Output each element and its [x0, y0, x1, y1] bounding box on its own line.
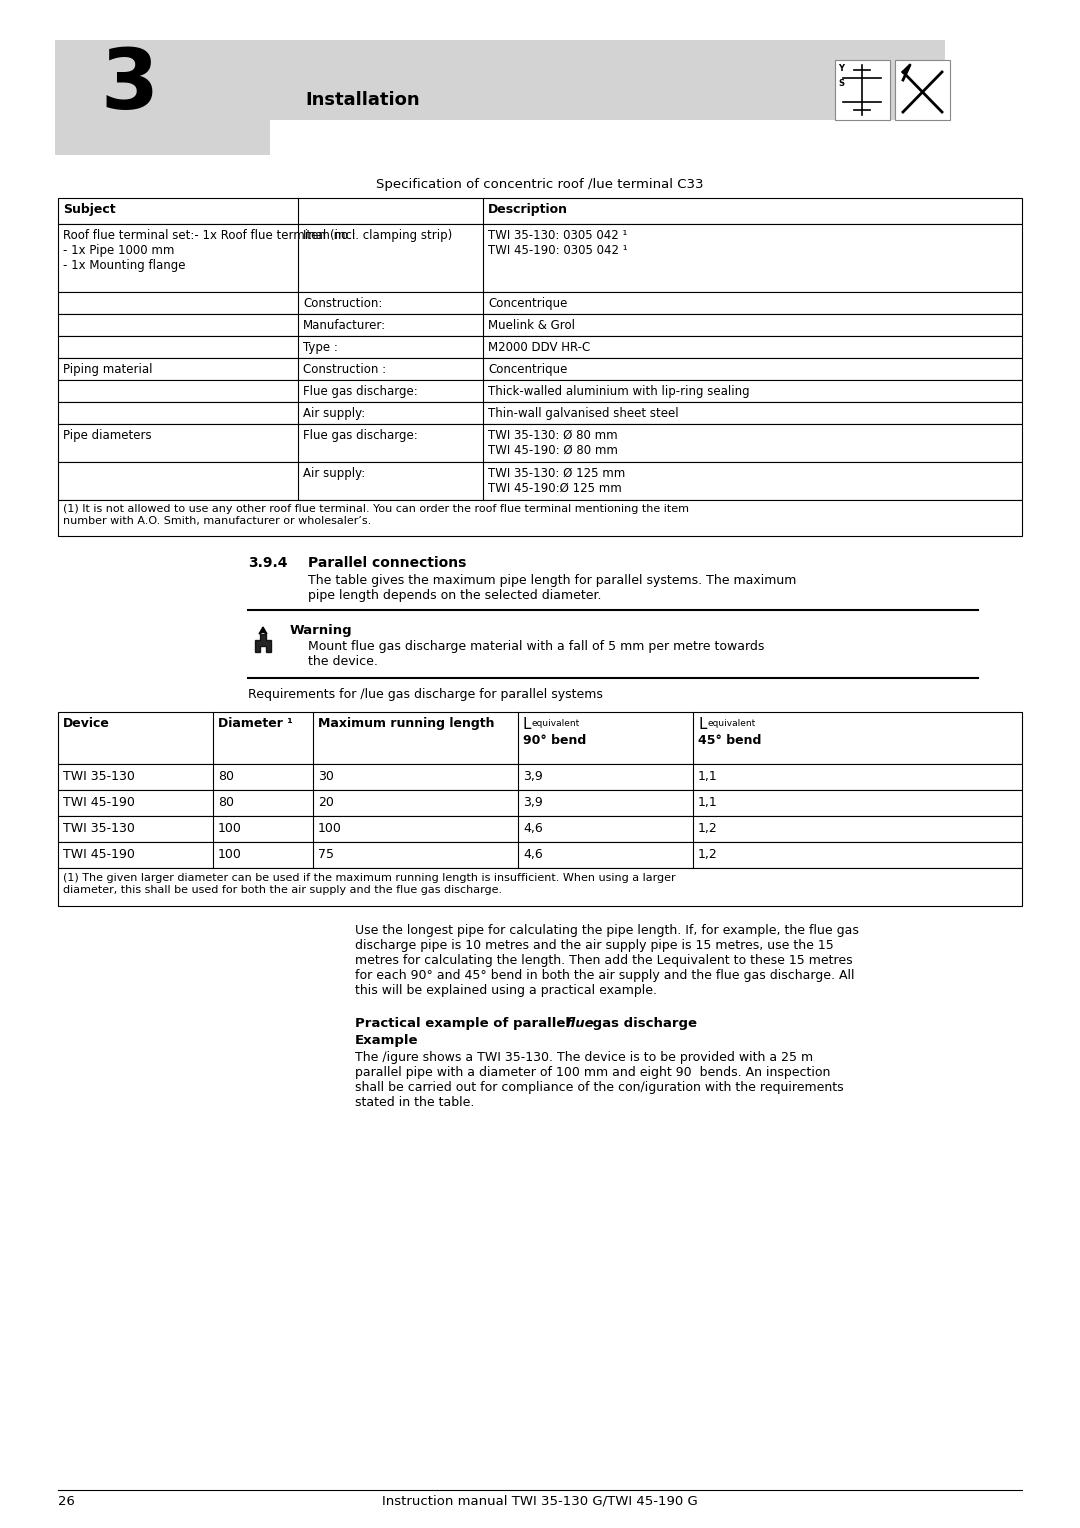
Text: 30: 30 — [318, 770, 334, 782]
Bar — [58, 199, 1022, 225]
Bar — [58, 292, 1022, 313]
Text: Y: Y — [838, 64, 843, 73]
Bar — [58, 790, 1022, 816]
Text: 3: 3 — [100, 44, 158, 125]
Text: Pipe diameters: Pipe diameters — [63, 429, 151, 442]
Text: Item no.:: Item no.: — [303, 229, 355, 241]
Text: 1,1: 1,1 — [698, 796, 718, 808]
Text: 3,9: 3,9 — [523, 770, 543, 782]
Text: equivalent: equivalent — [707, 720, 755, 727]
Text: Concentrique: Concentrique — [488, 364, 567, 376]
Text: 1,1: 1,1 — [698, 770, 718, 782]
Text: TWI 45-190: TWI 45-190 — [63, 796, 135, 808]
Bar — [58, 461, 1022, 500]
Text: 45° bend: 45° bend — [698, 733, 761, 747]
Text: The ∕igure shows a TWI 35-130. The device is to be provided with a 25 m
parallel: The ∕igure shows a TWI 35-130. The devic… — [355, 1051, 843, 1109]
Bar — [58, 868, 1022, 906]
Text: Construction :: Construction : — [303, 364, 387, 376]
Text: 80: 80 — [218, 796, 234, 808]
Text: 90° bend: 90° bend — [523, 733, 586, 747]
Text: TWI 35-130: TWI 35-130 — [63, 822, 135, 834]
Text: Installation: Installation — [305, 92, 420, 108]
Text: The table gives the maximum pipe length for parallel systems. The maximum
pipe l: The table gives the maximum pipe length … — [308, 575, 796, 602]
Text: Flue gas discharge:: Flue gas discharge: — [303, 385, 418, 397]
Text: Construction:: Construction: — [303, 296, 382, 310]
Text: TWI 35-130: Ø 80 mm
TWI 45-190: Ø 80 mm: TWI 35-130: Ø 80 mm TWI 45-190: Ø 80 mm — [488, 429, 618, 457]
Text: equivalent: equivalent — [532, 720, 580, 727]
Text: TWI 35-130: Ø 125 mm
TWI 45-190:Ø 125 mm: TWI 35-130: Ø 125 mm TWI 45-190:Ø 125 mm — [488, 468, 625, 495]
Bar — [835, 60, 890, 121]
Text: 4,6: 4,6 — [523, 848, 543, 860]
Text: Use the longest pipe for calculating the pipe length. If, for example, the flue : Use the longest pipe for calculating the… — [355, 924, 859, 996]
Text: Practical example of parallel: Practical example of parallel — [355, 1018, 575, 1030]
Bar — [58, 500, 1022, 536]
Text: S: S — [838, 79, 843, 89]
Text: (1) The given larger diameter can be used if the maximum running length is insuf: (1) The given larger diameter can be use… — [63, 872, 676, 894]
Text: (1) It is not allowed to use any other roof flue terminal. You can order the roo: (1) It is not allowed to use any other r… — [63, 504, 689, 526]
Text: 1,2: 1,2 — [698, 848, 718, 860]
Text: Subject: Subject — [63, 203, 116, 215]
Text: Specification of concentric roof ∕lue terminal C33: Specification of concentric roof ∕lue te… — [376, 177, 704, 191]
Text: Instruction manual TWI 35-130 G/TWI 45-190 G: Instruction manual TWI 35-130 G/TWI 45-1… — [382, 1494, 698, 1508]
Text: Concentrique: Concentrique — [488, 296, 567, 310]
Text: TWI 35-130: TWI 35-130 — [63, 770, 135, 782]
Text: Mount flue gas discharge material with a fall of 5 mm per metre towards
the devi: Mount flue gas discharge material with a… — [308, 640, 765, 668]
Text: Example: Example — [355, 1034, 419, 1047]
Bar — [58, 225, 1022, 292]
Text: Device: Device — [63, 717, 110, 730]
Text: Parallel connections: Parallel connections — [308, 556, 467, 570]
Text: 80: 80 — [218, 770, 234, 782]
Bar — [270, 40, 945, 121]
Bar — [58, 842, 1022, 868]
Bar — [58, 402, 1022, 423]
Bar — [58, 816, 1022, 842]
Text: Manufacturer:: Manufacturer: — [303, 319, 387, 332]
Text: TWI 35-130: 0305 042 ¹
TWI 45-190: 0305 042 ¹: TWI 35-130: 0305 042 ¹ TWI 45-190: 0305 … — [488, 229, 627, 257]
Text: Maximum running length: Maximum running length — [318, 717, 495, 730]
Bar — [58, 358, 1022, 380]
Text: Piping material: Piping material — [63, 364, 152, 376]
Text: Flue gas discharge:: Flue gas discharge: — [303, 429, 418, 442]
Text: Diameter ¹: Diameter ¹ — [218, 717, 293, 730]
Bar — [58, 712, 1022, 764]
Bar — [58, 336, 1022, 358]
Text: 3.9.4: 3.9.4 — [248, 556, 287, 570]
Bar — [58, 764, 1022, 790]
Text: Air supply:: Air supply: — [303, 468, 365, 480]
Bar — [58, 380, 1022, 402]
Text: gas discharge: gas discharge — [588, 1018, 697, 1030]
Text: L: L — [523, 717, 531, 732]
Text: Thin-wall galvanised sheet steel: Thin-wall galvanised sheet steel — [488, 406, 678, 420]
Text: flue: flue — [565, 1018, 594, 1030]
Text: Roof flue terminal set:- 1x Roof flue terminal (incl. clamping strip)
- 1x Pipe : Roof flue terminal set:- 1x Roof flue te… — [63, 229, 453, 272]
Text: 26: 26 — [58, 1494, 75, 1508]
Text: 1,2: 1,2 — [698, 822, 718, 834]
Bar — [58, 313, 1022, 336]
Bar — [895, 60, 950, 121]
Text: Type :: Type : — [303, 341, 338, 354]
Text: TWI 45-190: TWI 45-190 — [63, 848, 135, 860]
Polygon shape — [255, 634, 271, 652]
Text: L: L — [698, 717, 706, 732]
Text: Requirements for ∕lue gas discharge for parallel systems: Requirements for ∕lue gas discharge for … — [248, 688, 603, 701]
Text: 100: 100 — [318, 822, 342, 834]
Text: 100: 100 — [218, 822, 242, 834]
Text: 20: 20 — [318, 796, 334, 808]
Bar — [55, 40, 270, 154]
Text: Air supply:: Air supply: — [303, 406, 365, 420]
Text: M2000 DDV HR-C: M2000 DDV HR-C — [488, 341, 591, 354]
Text: 3,9: 3,9 — [523, 796, 543, 808]
Text: 4,6: 4,6 — [523, 822, 543, 834]
Text: Muelink & Grol: Muelink & Grol — [488, 319, 575, 332]
Text: Warning: Warning — [291, 623, 353, 637]
Text: Thick-walled aluminium with lip-ring sealing: Thick-walled aluminium with lip-ring sea… — [488, 385, 750, 397]
Text: 100: 100 — [218, 848, 242, 860]
Bar — [58, 423, 1022, 461]
Text: Description: Description — [488, 203, 568, 215]
Text: 75: 75 — [318, 848, 334, 860]
Polygon shape — [259, 626, 267, 634]
